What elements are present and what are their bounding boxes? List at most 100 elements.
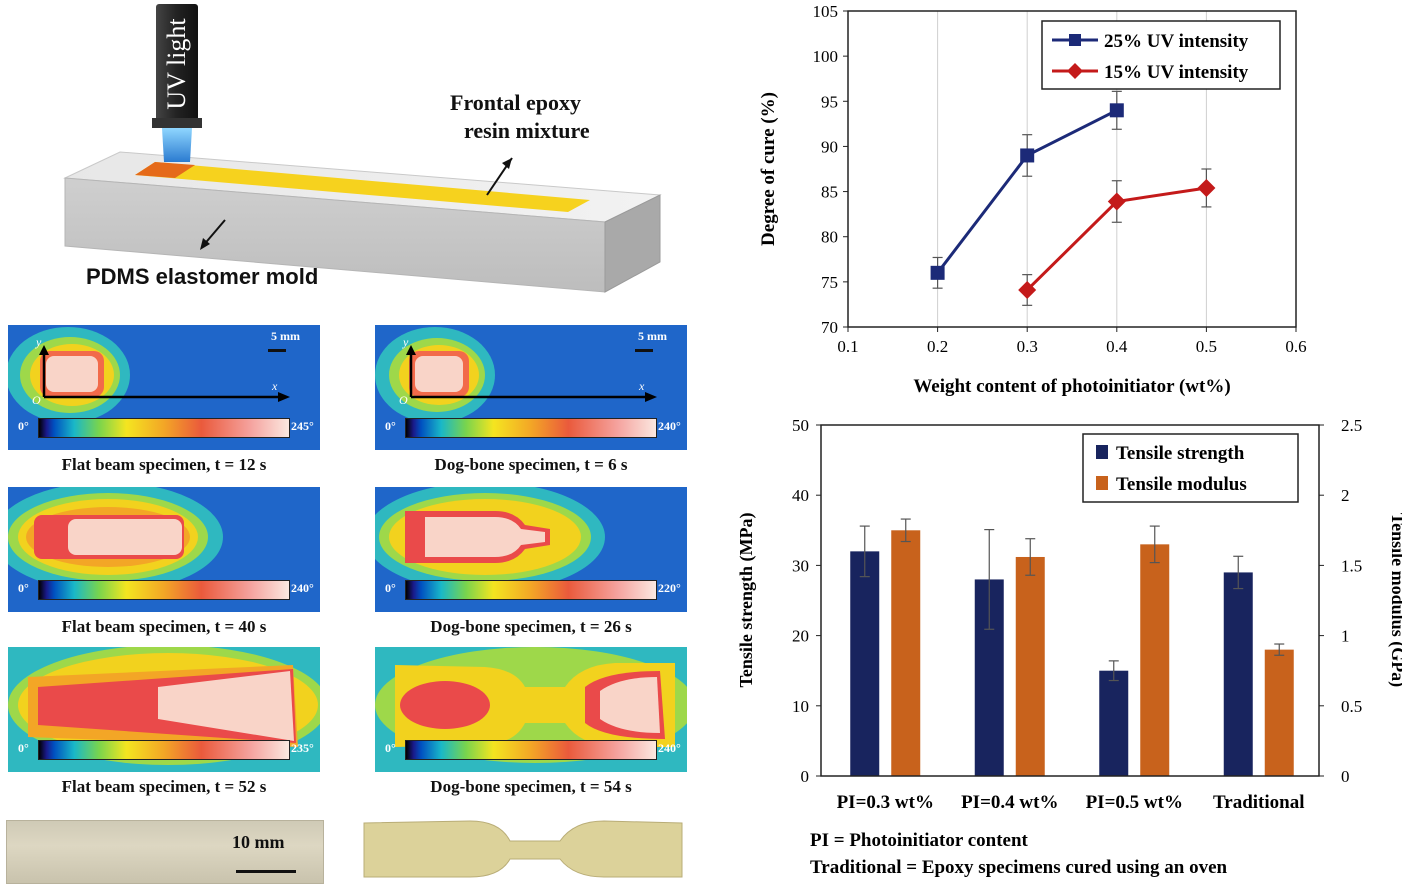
colorbar-max-label: 245° (291, 419, 314, 433)
thermal-panel: 0° 240° (375, 647, 687, 772)
data-point (1109, 103, 1124, 118)
colorbar-min-label: 0° (18, 581, 29, 595)
y-tick-label: 0 (801, 767, 810, 786)
bar (891, 530, 921, 776)
scale-label: 5 mm (271, 329, 300, 343)
bar (1099, 670, 1129, 776)
resin-strip (135, 162, 590, 212)
thermal-caption: Flat beam specimen, t = 40 s (61, 617, 267, 636)
data-point (930, 265, 945, 280)
scale-label: 5 mm (638, 329, 667, 343)
bar (1223, 572, 1253, 776)
schematic-drawing (63, 4, 662, 293)
x-tick-label: 0.6 (1285, 337, 1306, 356)
colorbar-min-label: 0° (385, 741, 396, 755)
colorbar (38, 580, 290, 600)
y-tick-label: 20 (792, 627, 809, 646)
resin-label-line1: Frontal epoxy (450, 90, 581, 115)
colorbar-max-label: 220° (658, 581, 681, 595)
thermal-panel: 0° 240° (8, 487, 320, 612)
x-axis-letter: x (639, 379, 645, 393)
colorbar-max-label: 240° (658, 419, 681, 433)
degree-of-cure-chart: 0.1 0.2 0.3 0.4 0.5 0.6 70 75 80 85 90 95 100 105 25%… (758, 2, 1307, 397)
y-tick-label: 80 (821, 228, 838, 247)
colorbar-min-label: 0° (18, 741, 29, 755)
scale-bar (635, 349, 653, 352)
coordinate-axes (39, 345, 290, 402)
bar (850, 551, 880, 776)
origin-letter: O (399, 393, 408, 407)
legend-marker (1067, 63, 1083, 79)
y-axis-label: Tensile strength (MPa) (736, 513, 757, 688)
data-point (1197, 178, 1216, 197)
y2-tick-label: 2.5 (1341, 416, 1362, 435)
schematic: UV light Frontal epoxy resin mixture PDM… (0, 0, 690, 300)
legend-label: 25% UV intensity (1104, 31, 1249, 52)
y-tick-label: 50 (792, 416, 809, 435)
x-axis-letter: x (272, 379, 278, 393)
tensile-chart: 0 10 20 30 40 50 0 0.5 1 1.5 2 2.5 PI=0.3 wt% PI=0.4… (736, 416, 1402, 878)
origin-letter: O (32, 393, 41, 407)
colorbar (405, 740, 657, 760)
thermal-panel: 0° 245° 5 mm y x O (8, 325, 320, 450)
y-tick-label: 40 (792, 486, 809, 505)
colorbar-max-label: 240° (291, 581, 314, 595)
plot-frame (820, 424, 1320, 777)
y2-axis-label: Tensile modulus (GPa) (1387, 513, 1402, 687)
data-point (1018, 280, 1037, 299)
thermal-caption: Flat beam specimen, t = 12 s (61, 455, 267, 474)
x-axis-label: Weight content of photoinitiator (wt%) (913, 376, 1230, 397)
colorbar-min-label: 0° (18, 419, 29, 433)
cured-front (135, 162, 195, 178)
x-tick-label: 0.4 (1106, 337, 1128, 356)
category-label: PI=0.5 wt% (1086, 792, 1183, 813)
y-axis-letter: y (403, 335, 409, 349)
y-tick-label: 95 (821, 92, 838, 111)
y-tick-label: 85 (821, 183, 838, 202)
legend-label: 15% UV intensity (1104, 62, 1249, 83)
uv-light-label: UV light (162, 18, 191, 110)
category-label: PI=0.3 wt% (837, 792, 934, 813)
y-tick-label: 30 (792, 556, 809, 575)
legend-marker (1069, 34, 1081, 46)
photo-scale-bar (236, 870, 296, 873)
uv-lamp-body (156, 4, 198, 126)
legend-swatch (1096, 476, 1108, 490)
legend-swatch (1096, 445, 1108, 459)
colorbar (405, 418, 657, 438)
colorbar-max-label: 240° (658, 741, 681, 755)
uv-beam (162, 128, 192, 162)
flat-beam-photo (6, 820, 324, 884)
thermal-caption: Dog-bone specimen, t = 6 s (434, 455, 628, 474)
y-tick-label: 90 (821, 137, 838, 156)
x-tick-label: 0.1 (837, 337, 858, 356)
y-tick-label: 100 (813, 47, 839, 66)
thermal-caption: Flat beam specimen, t = 52 s (61, 777, 267, 796)
thermal-panel: 0° 235° (8, 647, 320, 772)
data-point (1107, 192, 1126, 211)
plot-frame (847, 10, 1297, 328)
x-tick-label: 0.2 (927, 337, 948, 356)
photo-scale-label: 10 mm (232, 832, 285, 852)
mold-label: PDMS elastomer mold (86, 264, 319, 289)
y-tick-label: 75 (821, 273, 838, 292)
colorbar (38, 740, 290, 760)
colorbar (405, 580, 657, 600)
y-tick-label: 105 (813, 2, 839, 21)
footnote-2: Traditional = Epoxy specimens cured usin… (810, 857, 1228, 878)
thermal-image (375, 487, 687, 612)
y-axis-label: Degree of cure (%) (758, 92, 779, 246)
y2-tick-label: 2 (1341, 486, 1350, 505)
colorbar (38, 418, 290, 438)
thermal-panel: 0° 240° 5 mm y x O (375, 325, 687, 450)
bar (1264, 649, 1294, 776)
bar (1015, 556, 1045, 776)
legend-label: Tensile strength (1116, 443, 1245, 464)
thermal-panel: 0° 220° (375, 487, 687, 612)
mold-side-face (604, 194, 661, 293)
y2-tick-label: 0 (1341, 767, 1350, 786)
category-label: PI=0.4 wt% (961, 792, 1058, 813)
resin-label-line2: resin mixture (464, 118, 590, 143)
thermal-caption: Dog-bone specimen, t = 54 s (430, 777, 632, 796)
legend-label: Tensile modulus (1116, 474, 1247, 495)
